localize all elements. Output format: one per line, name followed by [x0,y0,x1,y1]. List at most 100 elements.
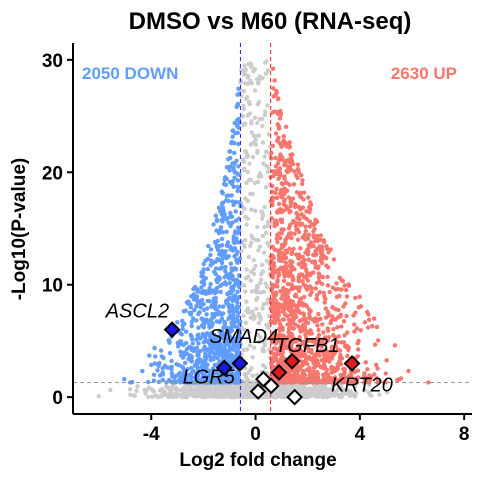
down-point [223,249,228,254]
up-point [274,195,280,200]
ns-point [239,249,244,254]
up-point [296,377,302,382]
down-point [223,337,228,342]
down-point [235,101,241,107]
ns-point [135,384,140,389]
down-point [203,352,209,358]
down-point [217,276,222,281]
up-point [353,295,358,301]
down-point [228,261,233,266]
up-point [277,231,282,236]
up-point [290,286,295,291]
down-point [224,193,229,199]
ns-point [265,103,270,108]
up-point [374,362,379,368]
up-point [303,303,308,308]
up-point [333,287,338,292]
ns-point [241,391,247,396]
up-point [303,237,308,242]
down-point [217,352,222,357]
down-point [185,367,190,372]
up-point [273,155,278,161]
down-point [179,364,185,369]
ns-point [265,68,271,73]
up-point [281,278,287,283]
up-point [272,78,277,83]
up-point [277,201,282,207]
up-point [366,312,371,317]
down-point [218,209,223,214]
down-point [210,338,215,343]
up-point [278,108,283,114]
up-point [355,354,360,359]
down-point [202,360,207,366]
down-point [236,141,241,147]
up-point [279,195,284,200]
up-point [315,371,321,377]
ns-point [242,166,247,171]
down-point [209,346,214,351]
up-point [327,289,332,295]
up-point [291,277,296,282]
down-point [212,352,218,357]
ns-point [315,391,321,397]
ns-point [245,216,251,221]
down-point [173,380,179,385]
ns-point [332,392,337,397]
ns-point [263,281,268,286]
down-point [220,191,225,196]
down-point [226,198,231,204]
down-point [147,353,152,358]
up-point [305,320,311,326]
down-point [208,281,213,287]
ns-point [326,393,331,399]
down-point [189,319,194,325]
down-point [208,380,213,385]
ns-point [254,306,259,311]
ns-point [243,96,249,102]
down-point [178,349,183,354]
up-point [303,262,308,268]
down-point [232,321,237,326]
ns-point [253,137,258,142]
down-point [235,117,240,123]
down-point [229,140,234,146]
ns-point [155,394,160,400]
ns-point [256,81,261,86]
up-point [273,308,278,313]
down-point [236,310,241,316]
ns-point [261,289,266,295]
ns-point [262,394,268,399]
up-point [326,338,331,343]
down-point [191,346,196,351]
up-point [307,209,312,215]
down-point [208,252,213,258]
y-tick-label: 10 [42,276,63,297]
down-point [197,310,202,315]
down-point [214,307,219,312]
up-point [352,322,357,327]
ns-point [245,306,251,311]
down-point [230,316,235,321]
x-tick-label: 0 [250,424,261,445]
up-point [305,247,310,252]
up-point [305,252,311,257]
down-point [220,311,226,316]
down-point [209,330,214,336]
down-point [219,329,225,334]
ns-point [243,237,248,243]
down-point [202,369,207,375]
up-point [365,325,371,330]
down-point [182,321,187,326]
up-point [296,261,302,267]
down-point [189,374,194,379]
down-point [233,209,238,214]
up-point [318,258,323,263]
down-point [184,329,189,334]
up-point [276,311,281,316]
down-point [227,280,232,286]
up-point [295,237,301,242]
up-point [271,66,276,72]
down-point [205,347,210,353]
up-point [274,358,279,363]
